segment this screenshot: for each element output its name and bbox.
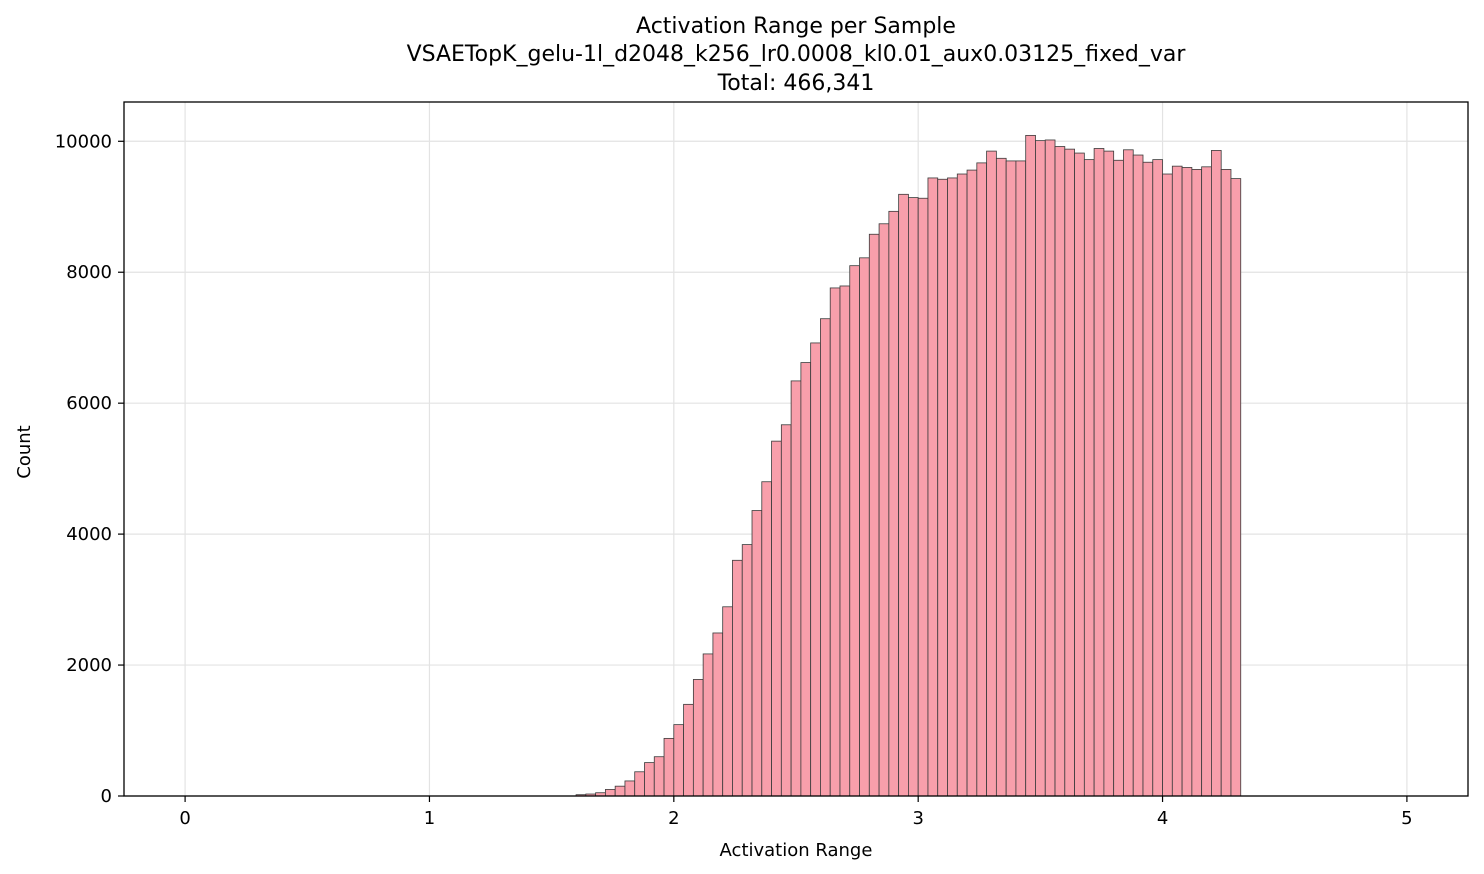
y-tick-label: 2000: [66, 655, 112, 676]
histogram-bar: [927, 177, 939, 797]
histogram-bar: [947, 177, 958, 797]
histogram-bar: [1035, 140, 1046, 797]
histogram-bar: [1152, 159, 1163, 797]
histogram-bar: [614, 785, 626, 797]
histogram-bar: [1054, 146, 1066, 797]
histogram-bar: [810, 342, 821, 797]
histogram-bar: [741, 544, 753, 797]
histogram-bars: [575, 134, 1242, 797]
histogram-bar: [859, 257, 870, 797]
histogram-bar: [1171, 165, 1183, 797]
histogram-bar: [1025, 134, 1036, 797]
histogram-bar: [780, 424, 792, 797]
histogram-bar: [1103, 150, 1115, 797]
histogram-bar: [976, 162, 988, 797]
histogram-bar: [624, 780, 636, 797]
histogram-bar: [1074, 152, 1085, 797]
histogram-bar: [1132, 154, 1144, 797]
histogram-bar: [1064, 148, 1075, 797]
histogram-bar: [702, 653, 714, 797]
x-tick-label: 3: [912, 808, 923, 829]
histogram-bar: [878, 223, 890, 797]
histogram-bar: [898, 193, 909, 797]
histogram-bar: [1230, 178, 1242, 797]
histogram-bar: [634, 771, 645, 797]
histogram-bar: [1142, 161, 1154, 797]
histogram-bar: [683, 703, 694, 797]
x-axis-label: Activation Range: [720, 840, 873, 861]
y-tick-label: 10000: [55, 131, 112, 152]
y-tick-label: 6000: [66, 393, 112, 414]
histogram-bar: [1162, 173, 1173, 797]
histogram-bar: [1015, 160, 1027, 797]
histogram-bar: [1113, 159, 1124, 797]
histogram-bar: [1044, 139, 1056, 797]
histogram-bar: [829, 287, 841, 797]
histogram-bar: [771, 440, 782, 797]
histogram-bar: [722, 606, 733, 797]
histogram-bar: [1123, 149, 1134, 797]
histogram-bar: [820, 318, 831, 797]
histogram-bar: [888, 210, 900, 797]
chart-total-label: Total: 466,341: [717, 71, 875, 96]
histogram-bar: [653, 756, 665, 797]
y-tick-label: 0: [101, 786, 112, 807]
x-tick-label: 5: [1401, 808, 1412, 829]
histogram-bar: [604, 789, 616, 797]
plot-frame: [123, 101, 1469, 797]
histogram-bar: [1093, 148, 1105, 797]
histogram-bar: [917, 197, 929, 797]
histogram-bar: [663, 737, 675, 797]
chart-title: Activation Range per Sample: [636, 14, 956, 39]
histogram-bar: [995, 157, 1007, 797]
x-axis-ticks: 0 1 2 3 4 5: [179, 796, 1413, 829]
chart-subtitle: VSAETopK_gelu-1l_d2048_k256_lr0.0008_kl0…: [407, 42, 1187, 67]
histogram-bar: [1181, 167, 1193, 797]
histogram-bar: [1005, 160, 1017, 797]
histogram-bar: [1220, 169, 1232, 797]
x-tick-label: 4: [1157, 808, 1168, 829]
histogram-bar: [937, 178, 948, 797]
y-tick-label: 8000: [66, 262, 112, 283]
x-tick-label: 2: [668, 808, 679, 829]
histogram-bar: [849, 265, 860, 797]
histogram-bar: [839, 285, 851, 797]
histogram-bar: [966, 169, 978, 797]
histogram-bar: [986, 150, 997, 797]
y-axis-label: Count: [14, 425, 35, 478]
histogram-bar: [1201, 166, 1212, 797]
histogram-bar: [800, 362, 812, 797]
histogram-bar: [908, 197, 919, 797]
histogram-bar: [761, 481, 772, 797]
histogram-bar: [732, 559, 743, 797]
histogram-bar: [712, 632, 724, 797]
x-tick-label: 1: [424, 808, 435, 829]
histogram-bar: [956, 173, 968, 797]
histogram-bar: [790, 380, 802, 797]
histogram-bar: [1191, 169, 1203, 797]
histogram-bar: [1083, 159, 1095, 797]
y-tick-label: 4000: [66, 524, 112, 545]
histogram-bar: [673, 724, 684, 797]
histogram-bar: [692, 679, 704, 797]
histogram-bar: [1211, 150, 1222, 797]
y-axis-ticks: 0 2000 4000 6000 8000 10000: [55, 131, 124, 807]
histogram-bar: [868, 233, 880, 797]
histogram-bar: [644, 762, 655, 797]
x-tick-label: 0: [179, 808, 190, 829]
histogram-bar: [751, 510, 763, 797]
